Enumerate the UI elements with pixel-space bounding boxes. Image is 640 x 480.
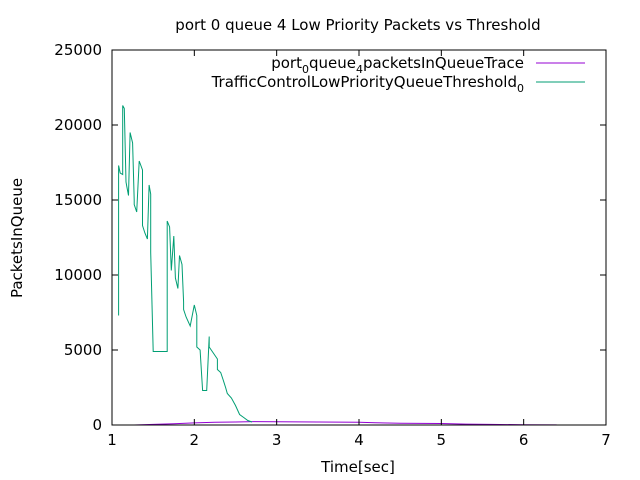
x-axis-label: Time[sec] xyxy=(320,458,395,476)
legend: port0queue4packetsInQueueTraceTrafficCon… xyxy=(211,54,585,95)
y-tick-label: 0 xyxy=(92,416,102,434)
axis-ticks: 1 2 3 4 5 6 7 0 5000 10000 15000 20000 25000 xyxy=(54,41,610,449)
series-line-1 xyxy=(118,105,253,423)
y-tick-label: 20000 xyxy=(54,116,102,134)
plot-marks xyxy=(118,105,557,426)
plot-frame xyxy=(111,49,607,426)
series-line-0 xyxy=(134,421,557,426)
x-tick-label: 1 xyxy=(107,431,117,449)
x-tick-label: 2 xyxy=(190,431,200,449)
x-tick-label: 5 xyxy=(437,431,447,449)
y-axis-label: PacketsInQueue xyxy=(8,178,26,298)
legend-label-1: TrafficControlLowPriorityQueueThreshold0 xyxy=(211,73,524,95)
legend-label-0: port0queue4packetsInQueueTrace xyxy=(271,54,524,76)
chart-title: port 0 queue 4 Low Priority Packets vs T… xyxy=(175,16,540,34)
y-tick-label: 25000 xyxy=(54,41,102,59)
y-tick-label: 10000 xyxy=(54,266,102,284)
y-tick-label: 15000 xyxy=(54,191,102,209)
x-tick-label: 4 xyxy=(354,431,364,449)
y-tick-label: 5000 xyxy=(64,341,102,359)
x-tick-label: 6 xyxy=(519,431,529,449)
x-tick-label: 7 xyxy=(601,431,611,449)
x-tick-label: 3 xyxy=(272,431,282,449)
